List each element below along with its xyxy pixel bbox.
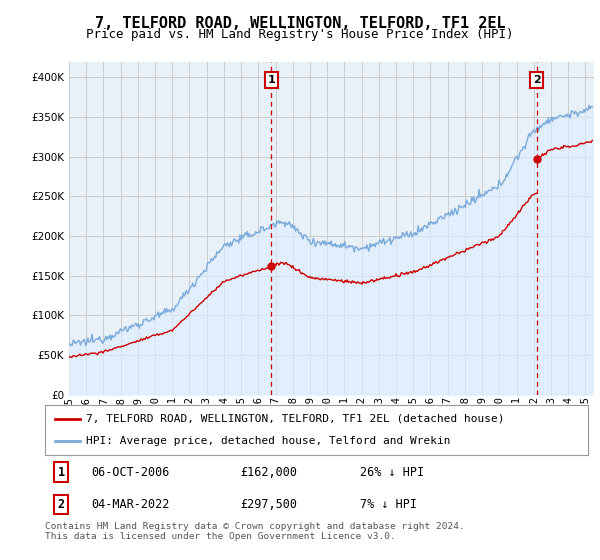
Text: £162,000: £162,000 <box>241 466 298 479</box>
Text: 2: 2 <box>58 498 65 511</box>
Text: Contains HM Land Registry data © Crown copyright and database right 2024.
This d: Contains HM Land Registry data © Crown c… <box>45 522 465 542</box>
Text: 1: 1 <box>268 75 275 85</box>
Text: 26% ↓ HPI: 26% ↓ HPI <box>360 466 424 479</box>
Text: 2: 2 <box>533 75 541 85</box>
Text: Price paid vs. HM Land Registry's House Price Index (HPI): Price paid vs. HM Land Registry's House … <box>86 28 514 41</box>
Text: 7% ↓ HPI: 7% ↓ HPI <box>360 498 417 511</box>
Text: 04-MAR-2022: 04-MAR-2022 <box>91 498 170 511</box>
Text: 1: 1 <box>58 466 65 479</box>
Text: £297,500: £297,500 <box>241 498 298 511</box>
Text: 7, TELFORD ROAD, WELLINGTON, TELFORD, TF1 2EL (detached house): 7, TELFORD ROAD, WELLINGTON, TELFORD, TF… <box>86 414 504 424</box>
Text: 7, TELFORD ROAD, WELLINGTON, TELFORD, TF1 2EL: 7, TELFORD ROAD, WELLINGTON, TELFORD, TF… <box>95 16 505 31</box>
Text: HPI: Average price, detached house, Telford and Wrekin: HPI: Average price, detached house, Telf… <box>86 436 450 446</box>
Text: 06-OCT-2006: 06-OCT-2006 <box>91 466 170 479</box>
